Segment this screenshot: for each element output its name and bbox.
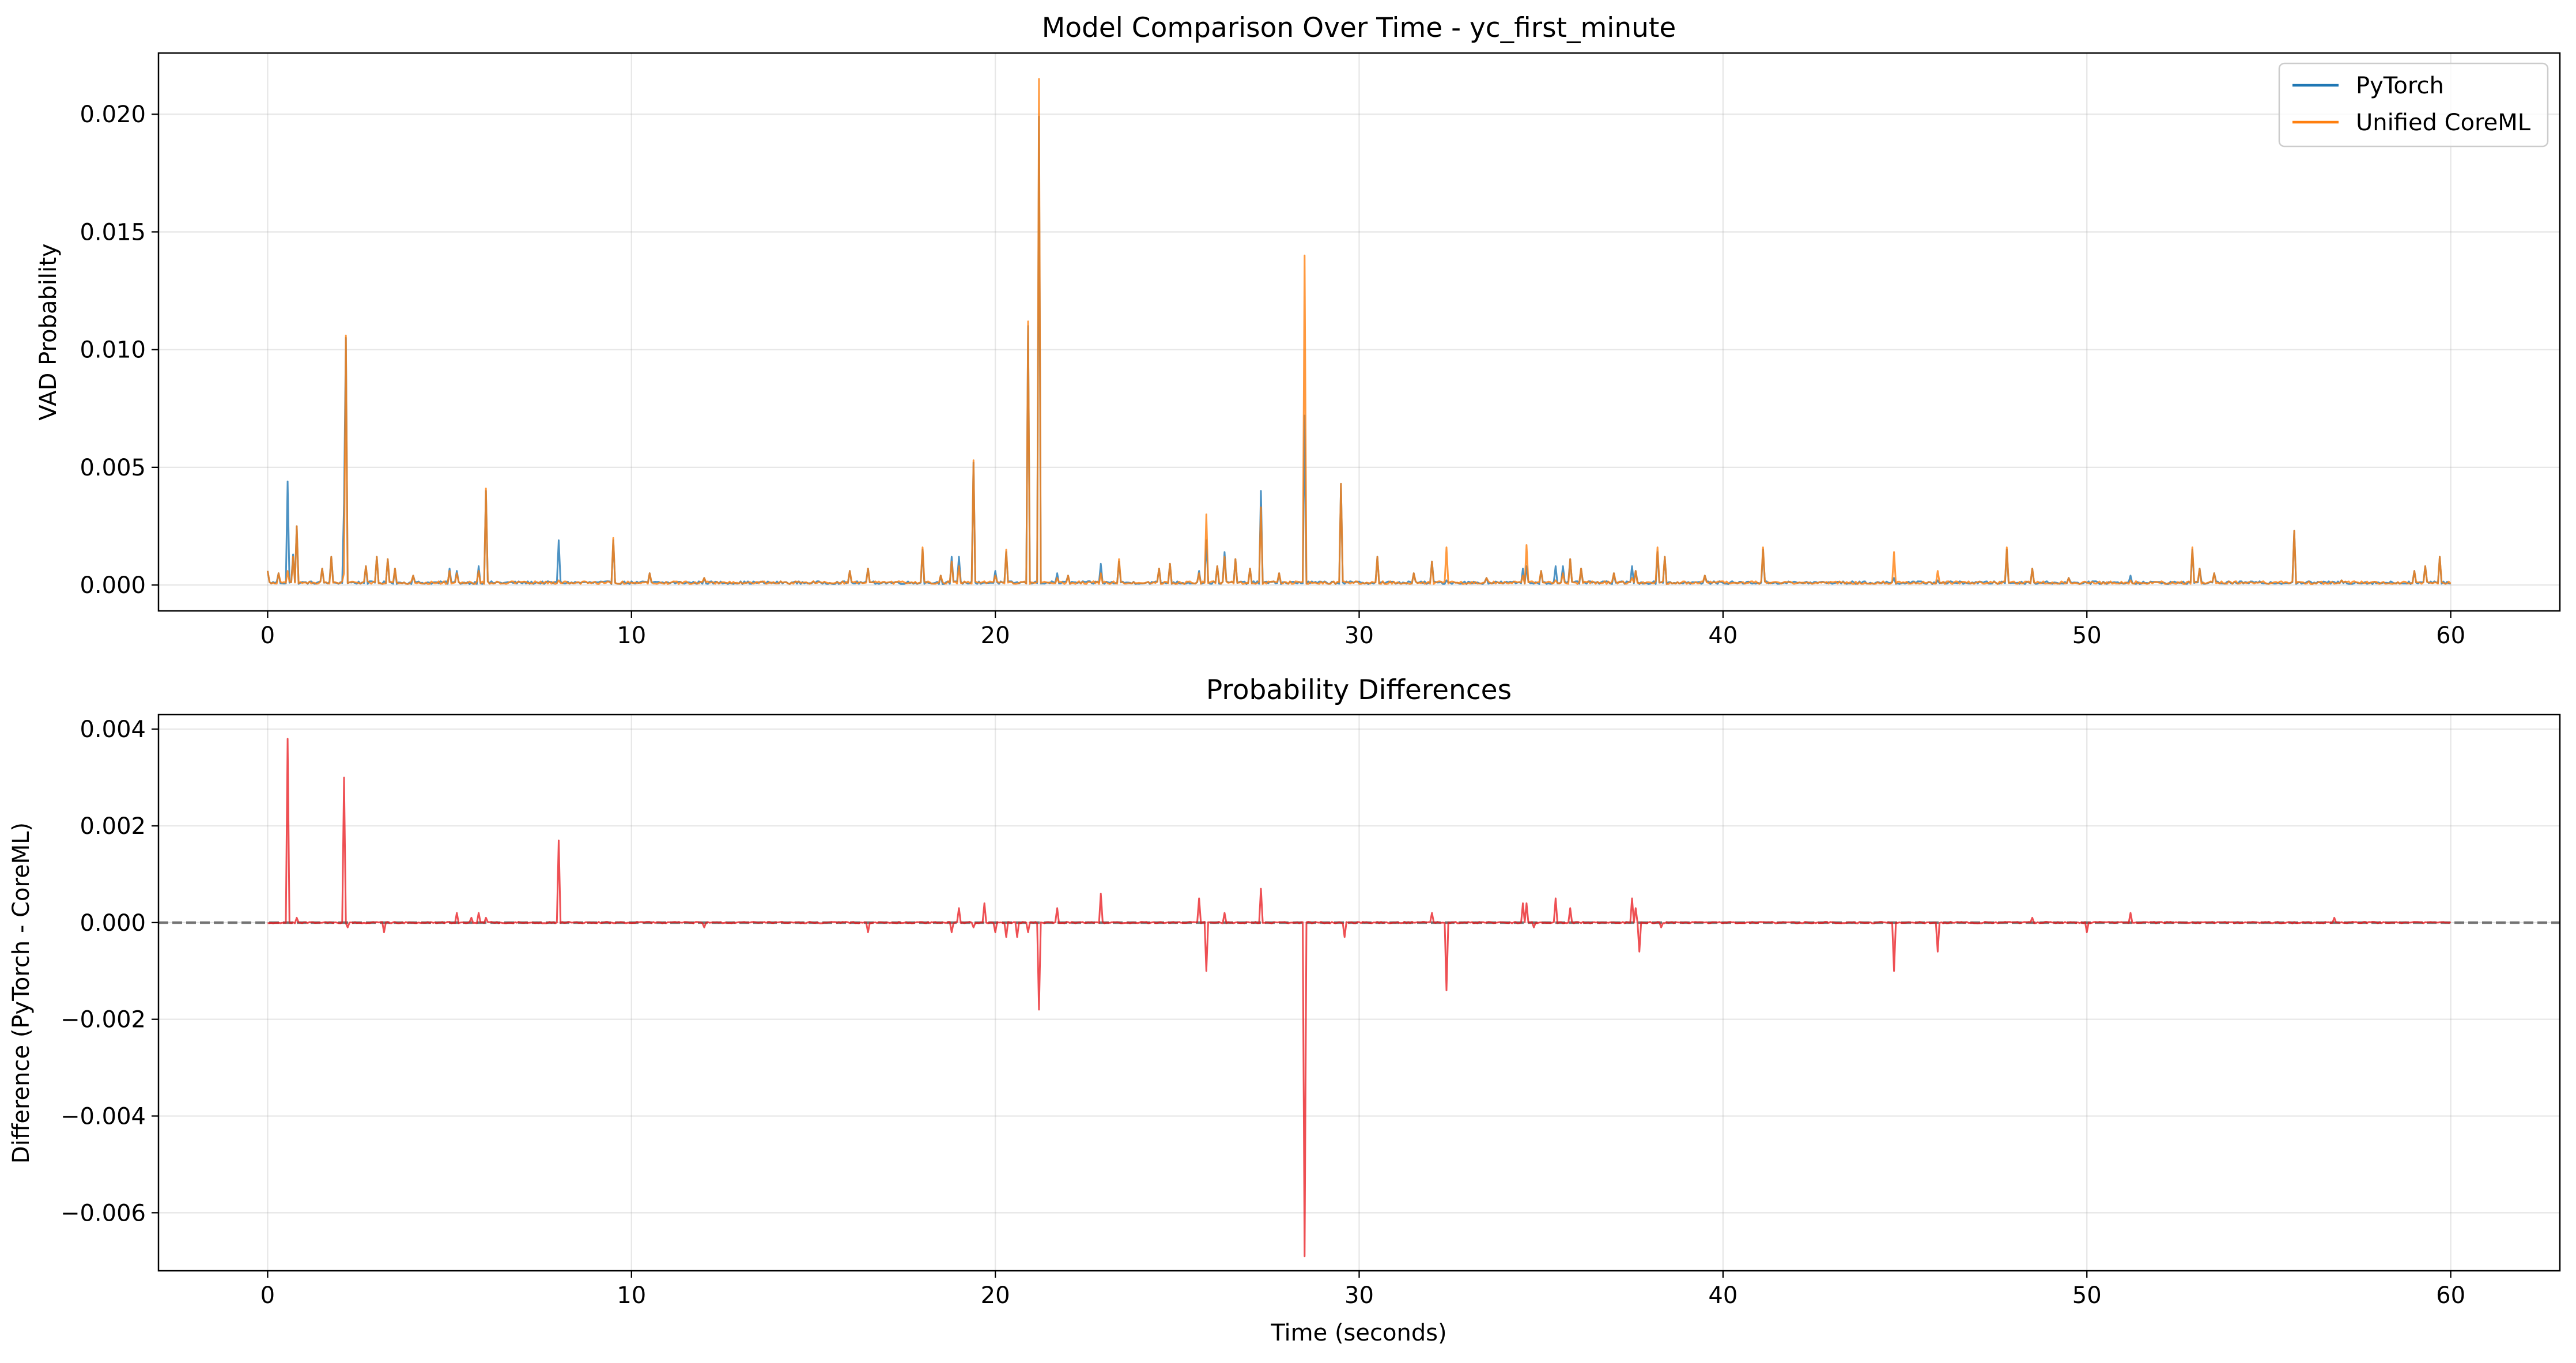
top-x-tick-label: 20 — [981, 622, 1010, 649]
legend-label-coreml: Unified CoreML — [2356, 110, 2531, 136]
bottom-y-tick-label: −0.002 — [61, 1007, 146, 1033]
bottom-x-axis-label: Time (seconds) — [1270, 1320, 1446, 1346]
vad-probability-chart: 0 10 20 30 40 50 60 0.000 0.005 0.010 0.015 0.020 M… — [35, 12, 2561, 649]
bottom-x-tick-label: 50 — [2072, 1282, 2102, 1309]
top-x-tick-label: 0 — [260, 622, 275, 649]
bottom-x-tick-label: 20 — [981, 1282, 1010, 1309]
top-series-line-unified-coreml — [266, 78, 2452, 585]
bottom-x-tick-label: 0 — [260, 1282, 275, 1309]
bottom-y-tick-label: −0.004 — [61, 1103, 146, 1130]
top-y-tick-label: 0.015 — [80, 219, 146, 246]
bottom-y-tick-label: 0.004 — [80, 716, 146, 743]
top-ticks: 0 10 20 30 40 50 60 0.000 0.005 0.010 0.015 0.020 — [80, 101, 2465, 649]
top-x-tick-label: 10 — [617, 622, 646, 649]
bottom-y-tick-label: 0.000 — [80, 910, 146, 937]
probability-differences-chart: 0 10 20 30 40 50 60 −0.006 −0.004 −0.002 0.000 0.00… — [8, 674, 2561, 1346]
bottom-series-group — [158, 738, 2560, 1258]
top-y-tick-label: 0.000 — [80, 572, 146, 599]
top-y-axis-label: VAD Probability — [35, 243, 62, 420]
top-grid — [158, 53, 2560, 611]
top-x-tick-label: 30 — [1344, 622, 1374, 649]
legend: PyTorch Unified CoreML — [2278, 62, 2549, 148]
bottom-y-axis-label: Difference (PyTorch - CoreML) — [8, 822, 35, 1164]
bottom-chart-title: Probability Differences — [1206, 674, 1512, 706]
top-y-tick-label: 0.010 — [80, 337, 146, 364]
bottom-x-tick-label: 10 — [617, 1282, 646, 1309]
top-x-tick-label: 40 — [1708, 622, 1738, 649]
top-y-tick-label: 0.020 — [80, 101, 146, 128]
bottom-ticks: 0 10 20 30 40 50 60 −0.006 −0.004 −0.002 0.000 0.00… — [61, 716, 2465, 1309]
top-y-tick-label: 0.005 — [80, 455, 146, 481]
legend-box — [2278, 62, 2549, 148]
top-x-tick-label: 50 — [2072, 622, 2102, 649]
bottom-series-line-difference — [267, 738, 2452, 1258]
bottom-x-tick-label: 60 — [2436, 1282, 2465, 1309]
bottom-x-tick-label: 30 — [1344, 1282, 1374, 1309]
bottom-y-tick-label: −0.006 — [61, 1200, 146, 1226]
bottom-grid — [158, 715, 2560, 1271]
bottom-y-tick-label: 0.002 — [80, 813, 146, 840]
top-series-group — [266, 78, 2452, 585]
top-chart-title: Model Comparison Over Time - yc_first_mi… — [1042, 12, 1676, 44]
legend-label-pytorch: PyTorch — [2356, 73, 2444, 99]
top-x-tick-label: 60 — [2436, 622, 2465, 649]
bottom-x-tick-label: 40 — [1708, 1282, 1738, 1309]
